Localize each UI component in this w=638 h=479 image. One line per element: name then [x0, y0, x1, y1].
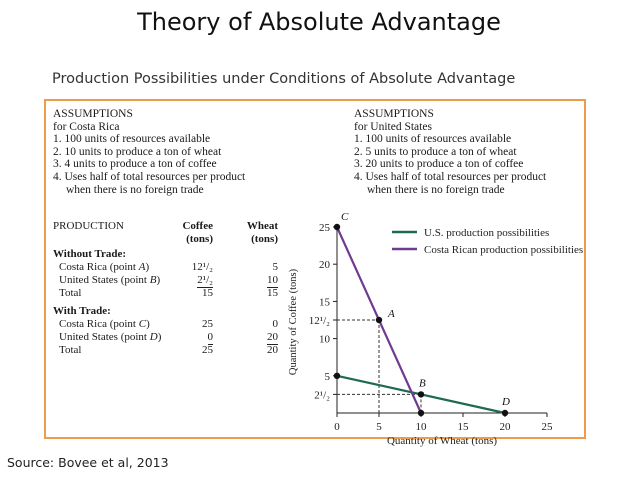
assumption-item: 4. Uses half of total resources per prod… — [354, 170, 547, 183]
row-point: D — [149, 331, 158, 343]
point-label: D — [501, 396, 510, 408]
row-wheat: 20 — [267, 344, 278, 356]
x-tick-label: 5 — [376, 421, 382, 433]
y-tick-label: 2¹/₂ — [314, 389, 330, 401]
table-row: United States (point B) 2¹/₂ 10 — [53, 274, 283, 288]
assumptions-sub: for United States — [354, 120, 432, 133]
assumptions-heading: ASSUMPTIONS — [354, 108, 434, 120]
row-wheat: 5 — [272, 261, 279, 273]
x-tick-label: 20 — [500, 421, 512, 433]
data-point — [375, 316, 383, 324]
x-tick-label: 10 — [416, 421, 428, 433]
table-row: Total 25 20 — [53, 344, 283, 357]
table-row: United States (point D) 0 20 — [53, 331, 283, 345]
row-coffee: 0 — [207, 331, 213, 345]
row-close: ) — [156, 274, 161, 286]
point-label: A — [387, 308, 395, 320]
point-label: B — [419, 377, 426, 389]
row-coffee: 12¹/₂ — [191, 261, 213, 273]
row-name: Costa Rica (point — [59, 318, 139, 330]
slide-title: Theory of Absolute Advantage — [137, 8, 501, 36]
col-wheat: Wheat — [246, 220, 278, 232]
production-header: PRODUCTION — [53, 220, 124, 232]
assumptions-united-states: ASSUMPTIONS for United States 1. 100 uni… — [354, 108, 546, 196]
assumptions-heading: ASSUMPTIONS — [53, 108, 133, 120]
y-tick-label: 20 — [319, 259, 331, 271]
data-point — [417, 409, 425, 417]
assumption-item: when there is no foreign trade — [66, 183, 204, 196]
row-point: B — [149, 274, 157, 286]
row-coffee: 15 — [202, 287, 213, 299]
assumption-item: 3. 4 units to produce a ton of coffee — [53, 158, 217, 171]
table-row: Costa Rica (point A) 12¹/₂ 5 — [53, 261, 283, 274]
row-wheat: 20 — [267, 331, 278, 345]
with-trade-label: With Trade: — [53, 305, 111, 317]
row-coffee: 25 — [202, 318, 213, 330]
x-tick-label: 25 — [542, 421, 554, 433]
row-close: ) — [157, 331, 162, 343]
assumption-item: 4. Uses half of total resources per prod… — [53, 170, 246, 183]
y-tick-label: 25 — [319, 222, 331, 234]
col-wheat-unit: (tons) — [251, 233, 278, 245]
source-note: Source: Bovee et al, 2013 — [7, 455, 169, 470]
x-tick-label: 0 — [334, 421, 340, 433]
x-tick-label: 15 — [458, 421, 470, 433]
production-table: PRODUCTION Coffee Wheat (tons) (tons) Wi… — [53, 220, 283, 357]
row-name: Total — [59, 287, 82, 299]
assumptions-sub: for Costa Rica — [53, 120, 120, 133]
assumption-item: 2. 5 units to produce a ton of wheat — [354, 145, 517, 158]
slide-subtitle: Production Possibilities under Condition… — [52, 71, 516, 87]
data-point — [417, 391, 425, 398]
row-name: Total — [59, 344, 82, 356]
x-axis-label: Quantity of Wheat (tons) — [387, 435, 497, 447]
data-point — [333, 223, 341, 231]
row-wheat: 0 — [272, 318, 279, 330]
assumption-item: 2. 10 units to produce a ton of wheat — [53, 145, 222, 158]
y-tick-label: 10 — [319, 334, 331, 346]
row-wheat: 10 — [267, 274, 278, 288]
assumptions-costa-rica: ASSUMPTIONS for Costa Rica 1. 100 units … — [53, 108, 245, 196]
assumption-item: when there is no foreign trade — [367, 183, 505, 196]
data-point — [333, 372, 341, 379]
row-point: A — [138, 261, 146, 273]
col-coffee-unit: (tons) — [186, 233, 213, 245]
assumption-item: 1. 100 units of resources available — [354, 133, 512, 146]
data-point — [501, 409, 509, 417]
y-tick-label: 15 — [319, 296, 331, 308]
legend-label: Costa Rican production possibilities — [424, 244, 583, 256]
without-trade-label: Without Trade: — [53, 248, 127, 260]
row-coffee: 25 — [202, 344, 213, 356]
y-tick-label: 12¹/₂ — [309, 315, 330, 327]
assumption-item: 1. 100 units of resources available — [53, 133, 211, 146]
table-row: Total 15 15 — [53, 287, 283, 300]
row-name: United States (point — [59, 274, 150, 286]
legend-label: U.S. production possibilities — [424, 227, 549, 239]
y-axis-label: Quantity of Coffee (tons) — [288, 268, 299, 375]
row-coffee: 2¹/₂ — [197, 274, 213, 288]
col-coffee: Coffee — [182, 220, 213, 232]
assumption-item: 3. 20 units to produce a ton of coffee — [354, 158, 524, 171]
point-label: C — [341, 211, 349, 223]
figure-panel: ASSUMPTIONS for Costa Rica 1. 100 units … — [44, 99, 586, 439]
row-name: United States (point — [59, 331, 150, 343]
table-row: Costa Rica (point C) 25 0 — [53, 318, 283, 331]
row-close: ) — [145, 261, 150, 273]
y-tick-label: 5 — [325, 371, 331, 383]
row-close: ) — [146, 318, 150, 330]
row-point: C — [138, 318, 147, 330]
row-name: Costa Rica (point — [59, 261, 139, 273]
row-wheat: 15 — [267, 287, 278, 299]
